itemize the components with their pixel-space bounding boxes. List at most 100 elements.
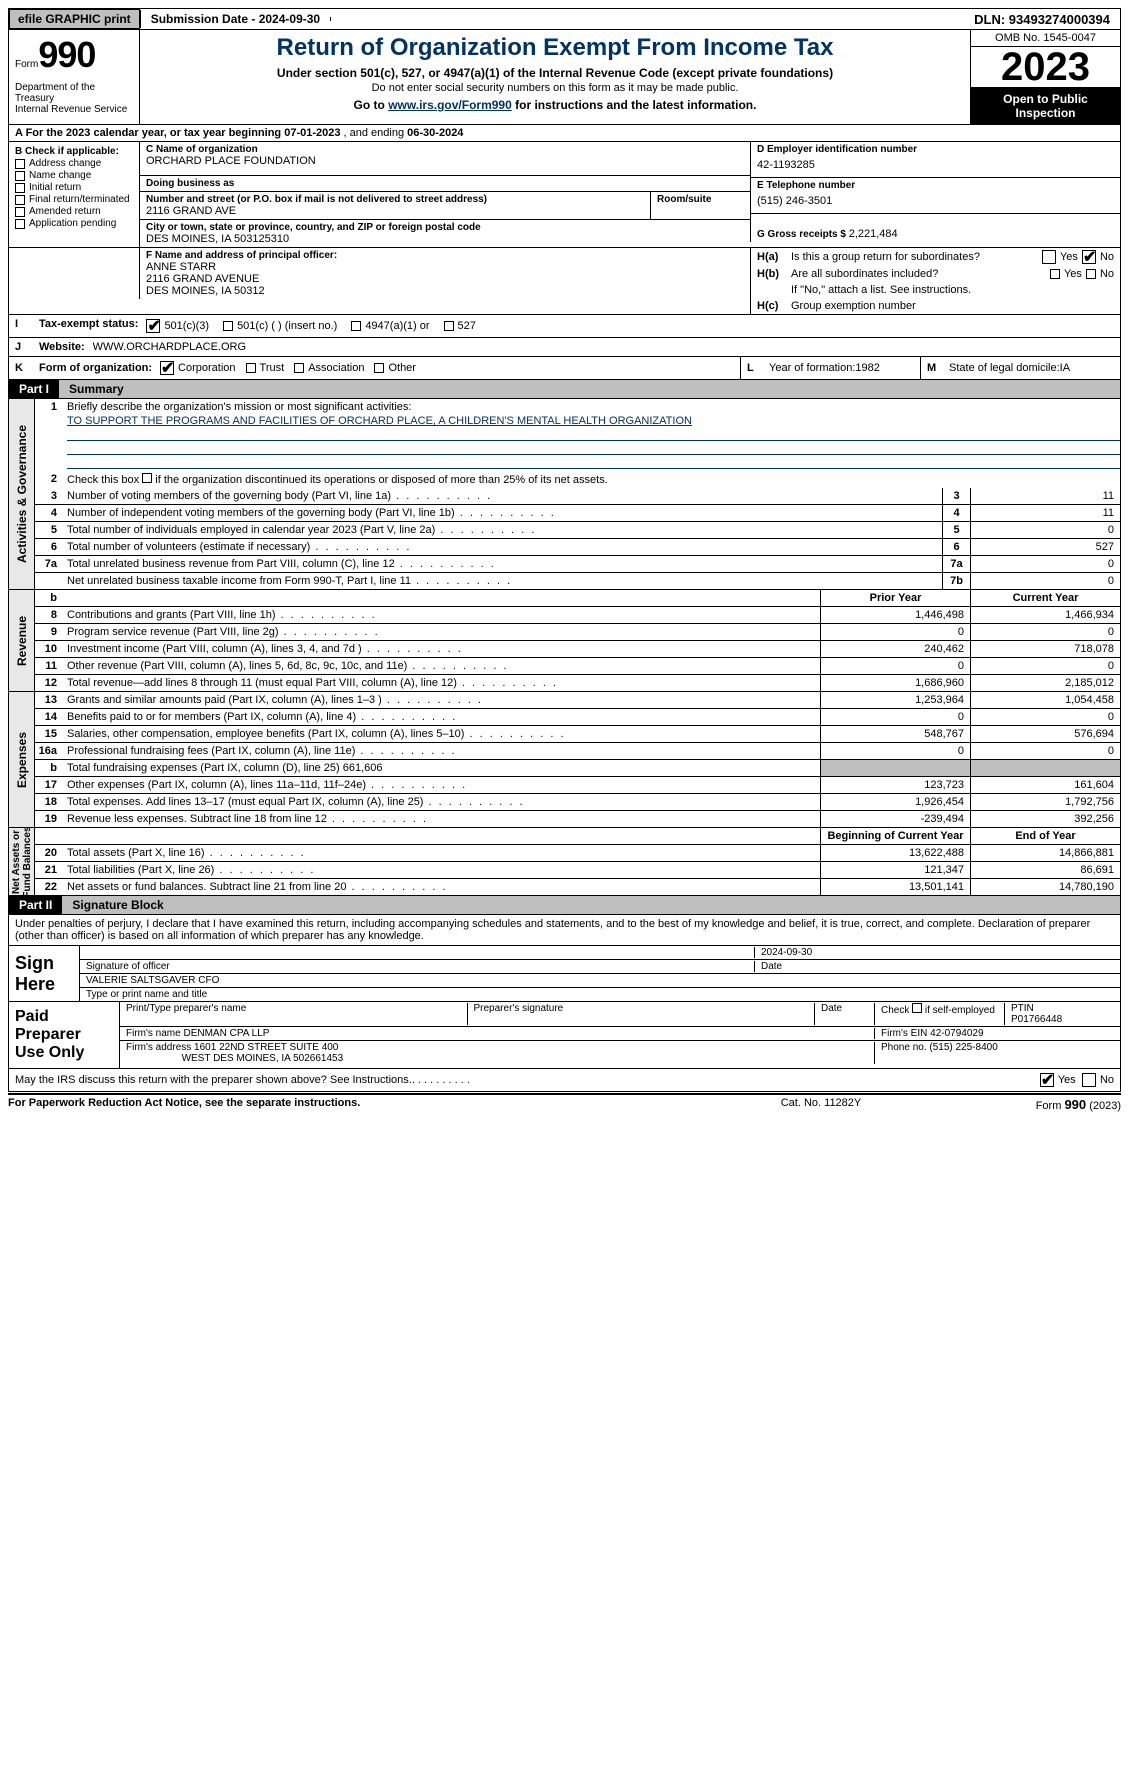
type-name-label: Type or print name and title <box>86 989 1114 1000</box>
i-label: I <box>9 315 37 337</box>
line-desc: Professional fundraising fees (Part IX, … <box>63 743 820 759</box>
sign-here-body: 2024-09-30 Signature of officerDate VALE… <box>79 946 1120 1001</box>
spacer <box>330 17 964 21</box>
cell-gross: G Gross receipts $ 2,221,484 <box>751 214 1120 242</box>
gov-box: 4 <box>942 505 970 521</box>
line-desc: Total revenue—add lines 8 through 11 (mu… <box>63 675 820 691</box>
line-desc: Total expenses. Add lines 13–17 (must eq… <box>63 794 820 810</box>
chk-address-change[interactable] <box>15 159 25 169</box>
line-current: 1,466,934 <box>970 607 1120 623</box>
line-prior: 548,767 <box>820 726 970 742</box>
rev-block: Revenue b Prior Year Current Year 8 Cont… <box>8 590 1121 692</box>
line-prior: 13,501,141 <box>820 879 970 895</box>
part-1-header: Part I Summary <box>8 380 1121 399</box>
discuss-yes-chk[interactable] <box>1040 1073 1054 1087</box>
paid-preparer-row: Paid Preparer Use Only Print/Type prepar… <box>8 1002 1121 1069</box>
gov-line-5: 5 Total number of individuals employed i… <box>35 522 1120 539</box>
ein-val: 42-1193285 <box>757 155 1114 175</box>
l1-num: 1 <box>35 399 63 415</box>
gov-amt: 11 <box>970 488 1120 504</box>
cell-officer: F Name and address of principal officer:… <box>139 248 750 299</box>
line-current: 0 <box>970 709 1120 725</box>
exp-block: Expenses 13 Grants and similar amounts p… <box>8 692 1121 828</box>
hb-no-chk[interactable] <box>1086 269 1096 279</box>
ha-yes-chk[interactable] <box>1042 250 1056 264</box>
l2-num: 2 <box>35 471 63 488</box>
chk-initial-return[interactable] <box>15 183 25 193</box>
line-num: 10 <box>35 641 63 657</box>
line-prior <box>820 760 970 776</box>
chk-527[interactable] <box>444 321 454 331</box>
line-current: 86,691 <box>970 862 1120 878</box>
chk-final-return[interactable] <box>15 195 25 205</box>
entity-grid: B Check if applicable: Address change Na… <box>8 142 1121 248</box>
mission-text[interactable]: TO SUPPORT THE PROGRAMS AND FACILITIES O… <box>67 415 692 427</box>
chk-501c[interactable] <box>223 321 233 331</box>
net-hdr-spacer-n <box>35 828 63 844</box>
chk-501c3[interactable] <box>146 319 160 333</box>
footer-left: For Paperwork Reduction Act Notice, see … <box>8 1097 721 1112</box>
line-current: 14,780,190 <box>970 879 1120 895</box>
lbl-app-pending: Application pending <box>29 218 116 229</box>
discuss-yes: Yes <box>1058 1074 1076 1086</box>
chk-corp[interactable] <box>160 361 174 375</box>
phone-val: (515) 246-3501 <box>757 191 1114 211</box>
sig-officer-label: Signature of officer <box>86 961 754 972</box>
form-subtitle: Under section 501(c), 527, or 4947(a)(1)… <box>146 66 964 80</box>
officer-addr1: 2116 GRAND AVENUE <box>146 273 744 285</box>
footer-form-year: (2023) <box>1086 1100 1121 1112</box>
cell-city: City or town, state or province, country… <box>139 220 750 247</box>
chk-trust[interactable] <box>246 363 256 373</box>
discuss-no-chk[interactable] <box>1082 1073 1096 1087</box>
ha-no-chk[interactable] <box>1082 250 1096 264</box>
goto-link[interactable]: www.irs.gov/Form990 <box>388 98 512 112</box>
firm-name-label: Firm's name <box>126 1028 183 1039</box>
chk-name-change[interactable] <box>15 171 25 181</box>
chk-other[interactable] <box>374 363 384 373</box>
chk-discontinued[interactable] <box>142 473 152 483</box>
line-current <box>970 760 1120 776</box>
begin-year-hdr: Beginning of Current Year <box>820 828 970 844</box>
line-22: 22 Net assets or fund balances. Subtract… <box>35 879 1120 895</box>
chk-app-pending[interactable] <box>15 219 25 229</box>
hb-yes-chk[interactable] <box>1050 269 1060 279</box>
chk-self-emp[interactable] <box>912 1003 922 1013</box>
ein-label: D Employer identification number <box>757 144 1114 155</box>
line-16a: 16a Professional fundraising fees (Part … <box>35 743 1120 760</box>
sidetab-rev: Revenue <box>9 590 35 691</box>
l-text: Year of formation: <box>769 362 855 374</box>
sig-date-val: 2024-09-30 <box>754 947 1114 958</box>
line-desc: Investment income (Part VIII, column (A)… <box>63 641 820 657</box>
h-a-row: H(a) Is this a group return for subordin… <box>750 248 1120 266</box>
sidetab-net: Net Assets or Fund Balances <box>9 828 35 895</box>
line-prior: 0 <box>820 658 970 674</box>
chk-4947[interactable] <box>351 321 361 331</box>
year-end: 06-30-2024 <box>407 127 463 139</box>
cell-phone: E Telephone number (515) 246-3501 <box>751 178 1120 213</box>
hc-label: H(c) <box>757 300 791 312</box>
line-num: 17 <box>35 777 63 793</box>
efile-button[interactable]: efile GRAPHIC print <box>9 9 140 29</box>
gov-box: 3 <box>942 488 970 504</box>
paid-preparer-body: Print/Type preparer's name Preparer's si… <box>119 1002 1120 1068</box>
lbl-corp: Corporation <box>178 362 235 374</box>
line-num: b <box>35 760 63 776</box>
col-f: F Name and address of principal officer:… <box>139 248 750 314</box>
gov-line-7a: 7a Total unrelated business revenue from… <box>35 556 1120 573</box>
prep-sig-label: Preparer's signature <box>467 1003 815 1025</box>
ptin-val: P01766448 <box>1011 1014 1062 1025</box>
ptin-label: PTIN <box>1011 1003 1034 1014</box>
gov-desc: Total unrelated business revenue from Pa… <box>63 556 942 572</box>
chk-assoc[interactable] <box>294 363 304 373</box>
city-label: City or town, state or province, country… <box>146 222 744 233</box>
lbl-name-change: Name change <box>29 170 91 181</box>
line-prior: 123,723 <box>820 777 970 793</box>
col-b-label: B Check if applicable: <box>15 146 133 157</box>
chk-amended[interactable] <box>15 207 25 217</box>
sidetab-exp: Expenses <box>9 692 35 827</box>
lbl-address-change: Address change <box>29 158 101 169</box>
line-current: 14,866,881 <box>970 845 1120 861</box>
gov-block: Activities & Governance 1 Briefly descri… <box>8 399 1121 590</box>
line-17: 17 Other expenses (Part IX, column (A), … <box>35 777 1120 794</box>
h-c-row: H(c) Group exemption number <box>750 298 1120 314</box>
